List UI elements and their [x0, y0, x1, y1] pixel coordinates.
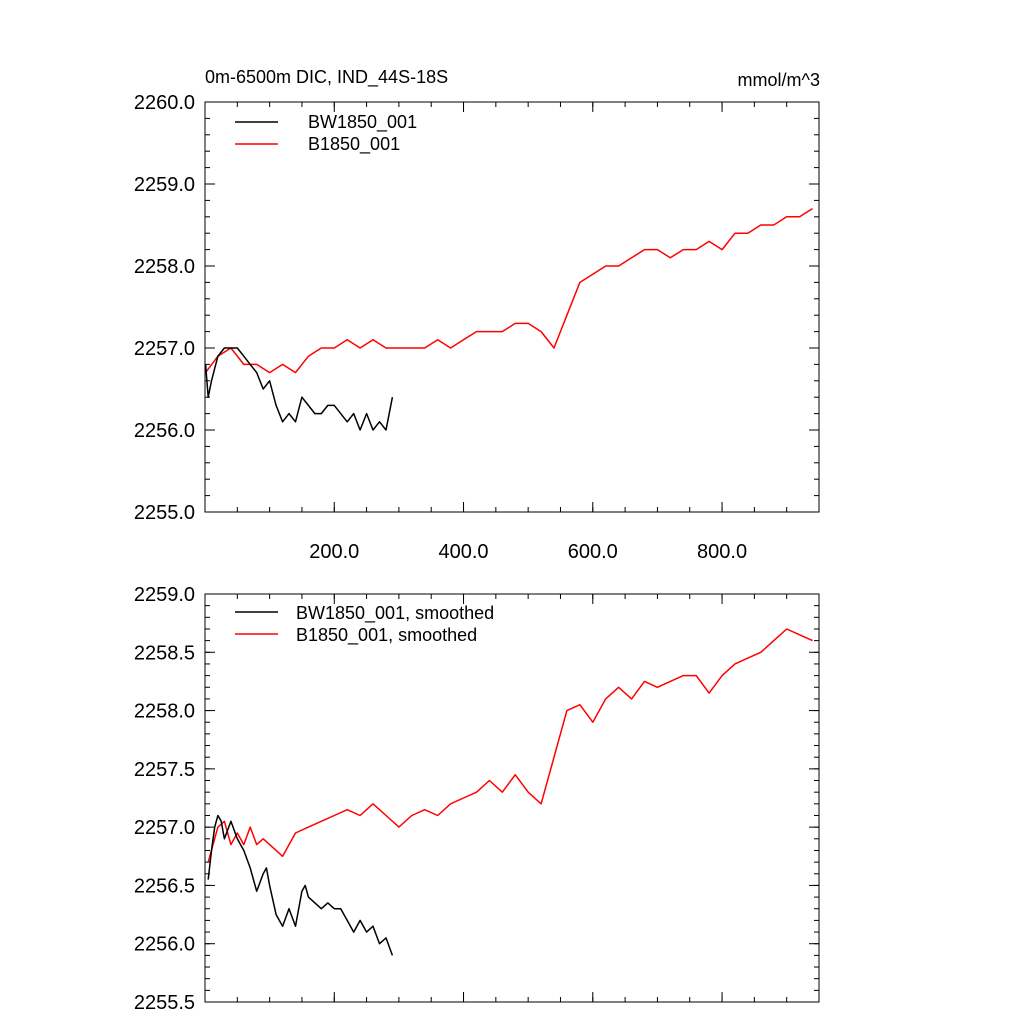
- x-tick-label: 200.0: [309, 541, 359, 563]
- series-line-bw1850-001: [204, 347, 394, 431]
- top-series-layer: [204, 207, 813, 431]
- top-plot-frame: [204, 101, 820, 513]
- series-line-bw1850-001-smoothed: [207, 814, 394, 956]
- x-tick-label: 600.0: [568, 541, 618, 563]
- top-legend-label-b1850: B1850_001: [308, 134, 400, 155]
- y-tick-label: 2260.0: [134, 92, 195, 114]
- y-tick-label: 2258.0: [134, 256, 195, 278]
- top-title-right: mmol/m^3: [738, 70, 820, 90]
- y-tick-label: 2255.0: [134, 502, 195, 524]
- top-y-ticks: 2255.0 2256.0 2257.0 2258.0 2259.0 2260.0: [134, 92, 819, 524]
- x-tick-label: 800.0: [697, 541, 747, 563]
- bottom-legend-label-b1850: B1850_001, smoothed: [296, 625, 477, 646]
- y-tick-label: 2256.0: [134, 934, 195, 956]
- top-panel: 0m-6500m DIC, IND_44S-18S mmol/m^3 2255.…: [134, 67, 820, 563]
- y-tick-label: 2255.5: [134, 992, 195, 1014]
- top-legend-label-bw1850: BW1850_001: [308, 112, 417, 133]
- bottom-plot-frame: [204, 593, 820, 1003]
- series-line-b1850-001-smoothed: [207, 628, 813, 863]
- y-tick-label: 2256.5: [134, 875, 195, 897]
- top-title-left: 0m-6500m DIC, IND_44S-18S: [205, 67, 448, 88]
- y-tick-label: 2258.5: [134, 642, 195, 664]
- y-tick-label: 2257.0: [134, 338, 195, 360]
- series-line-b1850-001: [205, 207, 813, 374]
- bottom-x-ticks: [236, 594, 788, 1002]
- y-tick-label: 2258.0: [134, 701, 195, 723]
- bottom-series-layer: [207, 628, 813, 956]
- y-tick-label: 2259.0: [134, 174, 195, 196]
- y-tick-label: 2257.0: [134, 817, 195, 839]
- y-tick-label: 2259.0: [134, 584, 195, 606]
- bottom-y-ticks: 2255.5 2256.0 2256.5 2257.0 2257.5 2258.0 2258…: [134, 584, 819, 1014]
- bottom-legend-label-bw1850: BW1850_001, smoothed: [296, 603, 494, 624]
- y-tick-label: 2257.5: [134, 759, 195, 781]
- bottom-legend: BW1850_001, smoothed B1850_001, smoothed: [235, 603, 494, 646]
- x-tick-label: 400.0: [438, 541, 488, 563]
- top-x-ticks: 200.0 400.0 600.0 800.0: [236, 102, 788, 563]
- bottom-panel: 2255.5 2256.0 2256.5 2257.0 2257.5 2258.0 2258…: [134, 584, 820, 1014]
- y-tick-label: 2256.0: [134, 420, 195, 442]
- top-legend: BW1850_001 B1850_001: [235, 112, 417, 155]
